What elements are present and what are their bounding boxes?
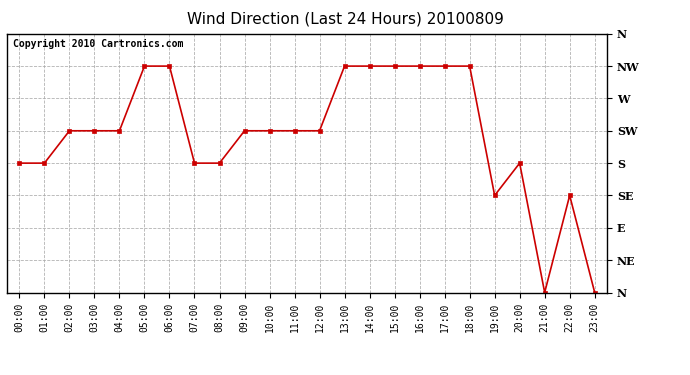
Text: Copyright 2010 Cartronics.com: Copyright 2010 Cartronics.com	[13, 39, 184, 49]
Text: Wind Direction (Last 24 Hours) 20100809: Wind Direction (Last 24 Hours) 20100809	[186, 11, 504, 26]
